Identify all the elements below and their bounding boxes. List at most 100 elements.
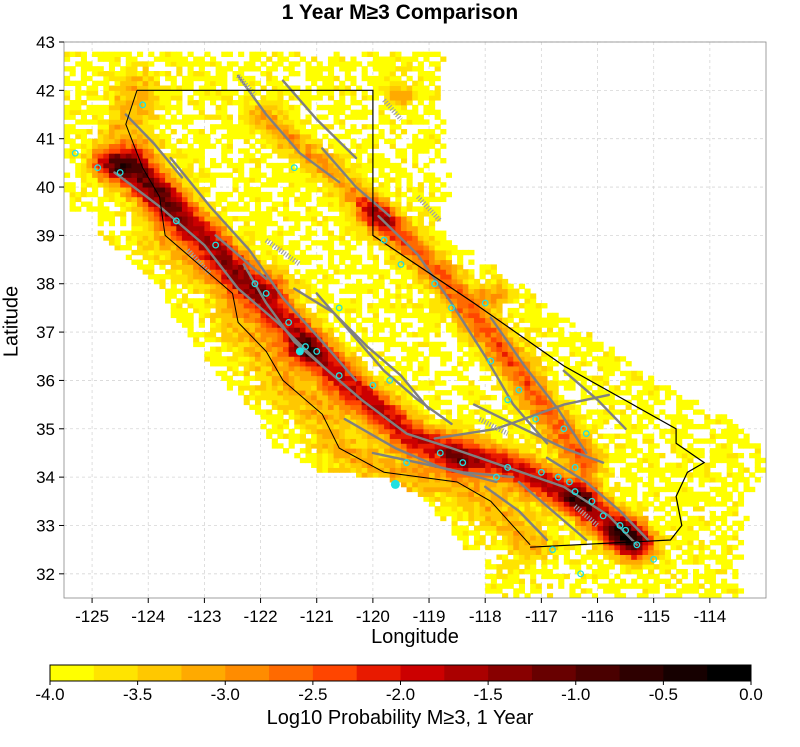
probability-cell <box>457 375 464 381</box>
probability-cell <box>125 143 132 149</box>
probability-cell <box>271 336 278 343</box>
probability-cell <box>507 390 514 396</box>
probability-cell <box>530 312 537 319</box>
probability-cell <box>558 481 565 488</box>
probability-cell <box>732 486 739 493</box>
probability-cell <box>198 303 205 309</box>
probability-cell <box>445 278 453 285</box>
probability-cell <box>299 177 306 183</box>
probability-cell <box>462 501 469 507</box>
probability-cell <box>445 457 453 464</box>
probability-cell <box>485 336 492 343</box>
probability-cell <box>603 419 610 425</box>
probability-cell <box>698 549 705 555</box>
probability-cell <box>698 496 705 502</box>
probability-cell <box>299 158 306 164</box>
probability-cell <box>698 491 705 497</box>
probability-cell <box>636 404 643 410</box>
probability-cell <box>479 477 486 483</box>
probability-cell <box>254 216 262 222</box>
probability-cell <box>518 578 526 584</box>
probability-cell <box>608 472 615 478</box>
probability-cell <box>518 544 526 551</box>
probability-cell <box>417 148 424 154</box>
probability-cell <box>378 153 385 159</box>
probability-cell <box>311 148 318 154</box>
probability-cell <box>575 457 582 464</box>
probability-cell <box>378 404 385 410</box>
probability-cell <box>563 438 570 444</box>
probability-cell <box>389 254 396 261</box>
probability-cell <box>586 332 593 338</box>
probability-cell <box>440 317 447 323</box>
probability-cell <box>86 143 93 149</box>
probability-cell <box>434 457 441 464</box>
probability-cell <box>749 452 756 459</box>
probability-cell <box>535 327 542 333</box>
probability-cell <box>490 336 497 343</box>
probability-cell <box>457 332 464 338</box>
probability-cell <box>294 370 301 377</box>
probability-cell <box>120 216 127 222</box>
probability-cell <box>238 172 245 178</box>
probability-cell <box>743 467 750 473</box>
probability-cell <box>513 496 520 502</box>
probability-cell <box>378 187 385 193</box>
probability-cell <box>664 520 672 526</box>
probability-cell <box>558 433 565 439</box>
probability-cell <box>243 216 250 222</box>
probability-cell <box>563 506 570 512</box>
probability-cell <box>546 496 554 502</box>
probability-cell <box>243 187 250 193</box>
probability-cell <box>586 525 593 531</box>
probability-cell <box>198 211 205 217</box>
probability-cell <box>462 303 469 309</box>
probability-cell <box>653 544 660 551</box>
probability-cell <box>389 303 396 309</box>
probability-cell <box>260 361 267 367</box>
probability-cell <box>473 307 481 314</box>
probability-cell <box>518 452 526 459</box>
probability-cell <box>451 486 458 493</box>
probability-cell <box>181 278 189 285</box>
probability-cell <box>485 278 492 285</box>
probability-cell <box>732 462 739 468</box>
probability-cell <box>176 162 183 169</box>
probability-cell <box>429 288 436 294</box>
probability-cell <box>642 399 649 406</box>
probability-cell <box>687 419 694 425</box>
probability-cell <box>361 375 368 381</box>
probability-cell <box>238 361 245 367</box>
probability-cell <box>356 365 363 372</box>
probability-cell <box>283 385 290 391</box>
probability-cell <box>636 462 643 468</box>
probability-cell <box>502 452 509 459</box>
probability-cell <box>546 520 554 526</box>
probability-cell <box>468 491 475 497</box>
probability-cell <box>468 409 475 415</box>
probability-cell <box>619 491 627 497</box>
probability-cell <box>221 278 228 285</box>
probability-cell <box>311 172 318 178</box>
probability-cell <box>575 491 582 497</box>
probability-cell <box>563 457 570 464</box>
probability-cell <box>271 404 278 410</box>
probability-cell <box>153 211 160 217</box>
probability-cell <box>597 361 604 367</box>
probability-cell <box>535 491 542 497</box>
probability-cell <box>659 486 666 493</box>
probability-cell <box>137 220 144 227</box>
probability-cell <box>698 559 705 565</box>
probability-cell <box>457 341 464 348</box>
probability-cell <box>86 158 93 164</box>
probability-cell <box>266 370 273 377</box>
probability-cell <box>507 361 514 367</box>
probability-cell <box>108 172 116 178</box>
probability-cell <box>305 394 312 401</box>
probability-cell <box>316 462 323 468</box>
probability-cell <box>221 332 228 338</box>
probability-cell <box>142 172 149 178</box>
probability-cell <box>181 307 189 314</box>
probability-cell <box>670 481 677 488</box>
probability-cell <box>288 307 295 314</box>
